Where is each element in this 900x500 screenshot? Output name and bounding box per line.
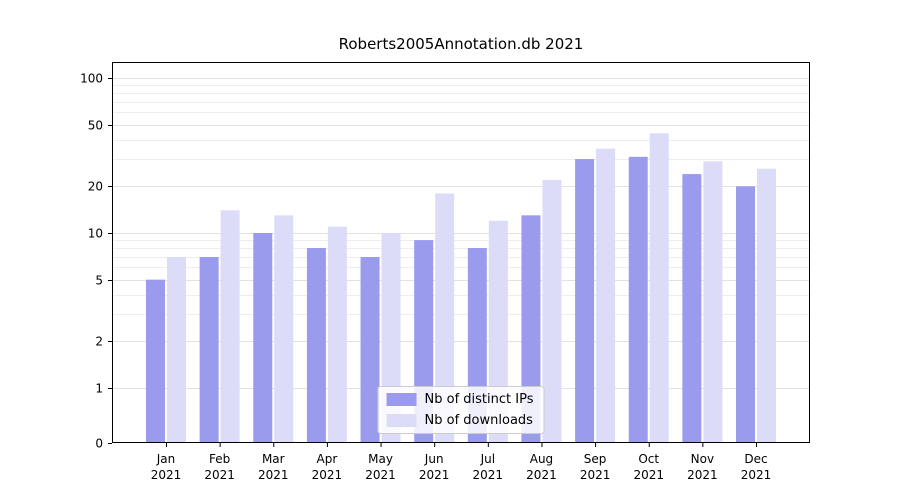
x-tick-label-month: Sep — [584, 452, 607, 466]
legend: Nb of distinct IPs Nb of downloads — [377, 386, 545, 434]
legend-item-distinct-ips: Nb of distinct IPs — [386, 392, 534, 407]
x-tick-label-month: Mar — [262, 452, 285, 466]
bar-downloads — [167, 257, 186, 443]
y-tick-label: 1 — [95, 382, 103, 396]
bar-distinct-ips — [682, 174, 702, 443]
bar-distinct-ips — [146, 279, 165, 443]
bar-distinct-ips — [199, 257, 219, 443]
bar-downloads — [435, 193, 455, 443]
x-tick-label-month: Aug — [530, 452, 553, 466]
bar-distinct-ips — [306, 248, 326, 443]
bar-distinct-ips — [575, 159, 595, 443]
x-tick-label-year: 2021 — [473, 468, 504, 482]
x-tick-label-year: 2021 — [633, 468, 664, 482]
bar-downloads — [757, 168, 776, 443]
bar-downloads — [703, 161, 723, 443]
bar-downloads — [220, 210, 240, 443]
bar-distinct-ips — [360, 257, 380, 443]
y-tick-label: 5 — [95, 274, 103, 288]
y-tick-label: 100 — [80, 72, 103, 86]
x-tick-label-year: 2021 — [526, 468, 557, 482]
x-tick-label-month: Jan — [156, 452, 176, 466]
x-tick-label-year: 2021 — [204, 468, 235, 482]
legend-swatch-downloads — [386, 414, 417, 427]
x-tick-label-year: 2021 — [580, 468, 611, 482]
axes-frame — [112, 62, 810, 443]
x-tick-label-month: Jul — [480, 452, 495, 466]
legend-label-downloads: Nb of downloads — [424, 413, 533, 428]
bar-downloads — [542, 179, 562, 443]
y-tick-label: 20 — [88, 180, 103, 194]
x-tick-label-month: Nov — [691, 452, 714, 466]
y-tick-label: 10 — [88, 227, 103, 241]
bar-downloads — [596, 148, 616, 444]
y-tick-label: 2 — [95, 335, 103, 349]
x-tick-label-year: 2021 — [741, 468, 772, 482]
x-tick-label-month: Jun — [424, 452, 444, 466]
x-tick-label-year: 2021 — [365, 468, 396, 482]
legend-swatch-distinct-ips — [386, 393, 417, 406]
x-tick-label-year: 2021 — [258, 468, 289, 482]
x-tick-label-year: 2021 — [312, 468, 343, 482]
x-tick-label-month: Apr — [317, 452, 338, 466]
bar-downloads — [649, 133, 669, 443]
legend-item-downloads: Nb of downloads — [386, 413, 534, 428]
x-tick-label-year: 2021 — [419, 468, 450, 482]
x-tick-label-month: May — [368, 452, 393, 466]
x-tick-label-year: 2021 — [687, 468, 718, 482]
y-tick-label: 50 — [88, 119, 103, 133]
legend-label-distinct-ips: Nb of distinct IPs — [424, 392, 534, 407]
bar-distinct-ips — [628, 156, 648, 444]
x-tick-label-month: Oct — [638, 452, 659, 466]
chart-title: Roberts2005Annotation.db 2021 — [338, 35, 584, 53]
x-tick-label-month: Feb — [209, 452, 230, 466]
bar-distinct-ips — [253, 233, 273, 443]
bar-distinct-ips — [736, 186, 755, 444]
x-tick-label-month: Dec — [744, 452, 767, 466]
bar-downloads — [327, 226, 347, 443]
bar-downloads — [274, 215, 294, 443]
x-tick-label-year: 2021 — [151, 468, 182, 482]
y-tick-label: 0 — [95, 437, 103, 451]
